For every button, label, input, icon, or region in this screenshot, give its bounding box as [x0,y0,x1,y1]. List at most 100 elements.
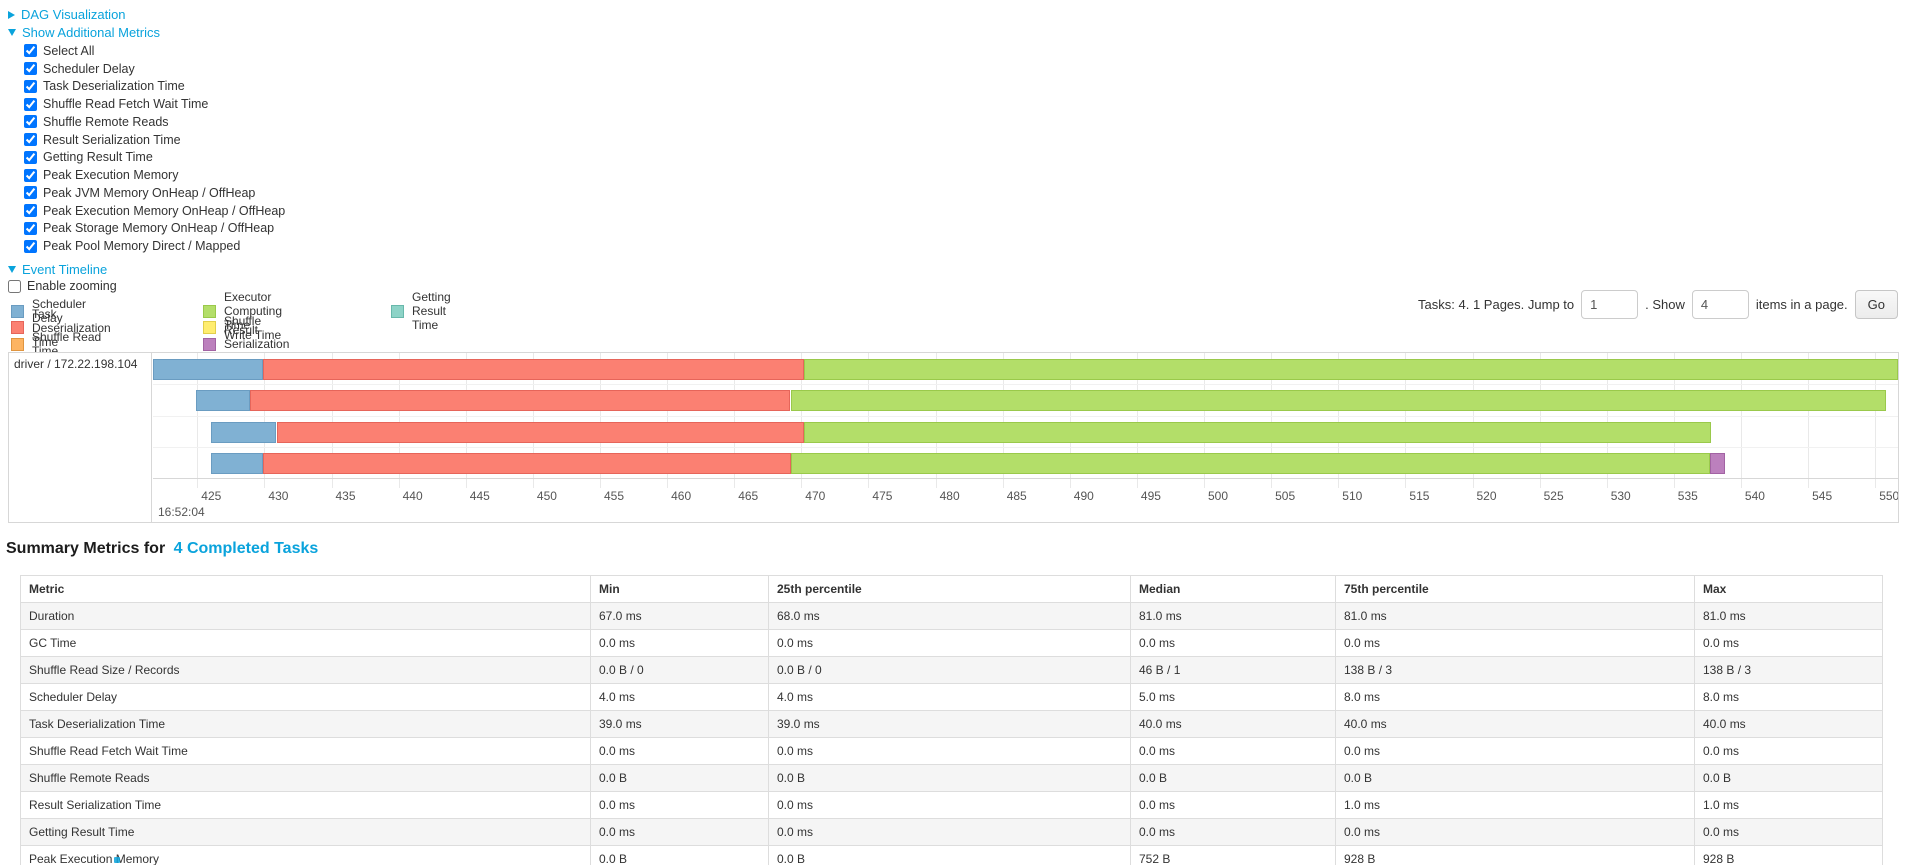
axis-tick-label: 430 [268,489,289,503]
legend-label: Shuffle Write Time [224,313,282,342]
getting-result-swatch-icon [391,304,404,318]
task-bar-executor-computing[interactable] [804,421,1712,443]
axis-tick [1606,479,1608,488]
metric-checkbox[interactable] [24,204,37,218]
legend-label: Executor Computing Time [224,290,283,333]
dag-visualization-link[interactable]: DAG Visualization [21,7,126,22]
metric-value-cell: 0.0 ms [1694,818,1883,846]
metric-value-cell: 1.0 ms [1694,791,1883,819]
metric-checkbox[interactable] [24,239,37,253]
enable-zooming-checkbox[interactable] [8,279,21,293]
shuffle-write-swatch-icon [203,321,216,335]
metric-value-cell: 0.0 ms [590,737,769,765]
items-per-page-input[interactable] [1691,290,1749,319]
task-bar-task-deserialization[interactable] [249,390,791,412]
task-bar-scheduler-delay[interactable] [210,452,263,474]
show-additional-metrics-toggle[interactable]: Show Additional Metrics [8,25,160,40]
metric-name-cell: Shuffle Read Fetch Wait Time [20,737,591,765]
result-serialization-swatch-icon [203,337,216,351]
metric-checkbox[interactable] [24,168,37,182]
metric-checkbox-item[interactable]: Peak Pool Memory Direct / Mapped [24,237,285,255]
metric-checkbox[interactable] [24,97,37,111]
axis-tick [197,479,199,488]
metric-value-cell: 0.0 ms [1335,629,1695,657]
axis-tick [1875,479,1877,488]
axis-tick-label: 465 [738,489,759,503]
go-button[interactable]: Go [1854,290,1898,319]
metric-value-cell: 928 B [1694,845,1883,865]
legend-column-3: Getting Result Time [391,290,451,332]
task-bar-task-deserialization[interactable] [263,452,791,474]
task-bar-task-deserialization[interactable] [263,359,804,380]
legend-item: Getting Result Time [391,290,451,332]
dag-visualization-toggle[interactable]: DAG Visualization [8,7,126,22]
metric-checkbox-item[interactable]: Peak Execution Memory OnHeap / OffHeap [24,202,285,220]
metric-checkbox[interactable] [24,62,37,76]
axis-tick-label: 440 [402,489,423,503]
metric-checkbox[interactable] [24,186,37,200]
metric-value-cell: 39.0 ms [590,710,769,738]
legend-column-2: Executor Computing Time Shuffle Write Tim… [203,290,289,365]
event-timeline-toggle[interactable]: Event Timeline [8,262,107,277]
table-row: Result Serialization Time 0.0 ms 0.0 ms 0.0… [20,791,1883,819]
task-bar-executor-computing[interactable] [790,390,1886,412]
task-bar-scheduler-delay[interactable] [210,421,277,443]
metric-value-cell: 0.0 ms [1335,818,1695,846]
metric-checkbox[interactable] [24,133,37,147]
axis-tick-label: 475 [872,489,893,503]
row-separator [153,446,1898,448]
metric-value-cell: 67.0 ms [590,602,769,630]
metric-checkbox-item[interactable]: Getting Result Time [24,149,285,167]
metric-checkbox-item[interactable]: Scheduler Delay [24,60,285,78]
task-bar-scheduler-delay[interactable] [153,359,264,380]
row-separator [153,415,1898,417]
metric-checkbox[interactable] [24,221,37,235]
items-per-page-text: items in a page. [1755,297,1848,312]
metric-value-cell: 0.0 B / 0 [590,656,769,684]
metric-checkbox-item[interactable]: Result Serialization Time [24,131,285,149]
metric-value-cell: 0.0 ms [1694,629,1883,657]
event-timeline-link[interactable]: Event Timeline [22,262,108,277]
jump-to-page-input[interactable] [1581,290,1639,319]
table-row: Scheduler Delay 4.0 ms 4.0 ms 5.0 ms 8.0 ms 8… [20,683,1883,711]
metric-checkbox[interactable] [24,150,37,164]
metric-checkbox-item[interactable]: Peak JVM Memory OnHeap / OffHeap [24,184,285,202]
metric-checkbox[interactable] [24,79,37,93]
metric-value-cell: 5.0 ms [1130,683,1336,711]
metric-value-cell: 0.0 B [768,845,1131,865]
enable-zooming-option[interactable]: Enable zooming [8,279,117,293]
task-bar-scheduler-delay[interactable] [196,390,250,412]
metric-checkbox-item[interactable]: Task Deserialization Time [24,78,285,96]
task-bar-result-serialization[interactable] [1710,452,1725,474]
axis-tick-label: 450 [536,489,557,503]
metric-checkbox-item[interactable]: Shuffle Remote Reads [24,113,285,131]
caret-right-icon [8,10,15,19]
metric-checkbox[interactable] [24,115,37,129]
axis-tick [600,479,601,488]
table-row: Shuffle Read Size / Records 0.0 B / 0 0.0 … [20,656,1883,684]
metric-checkbox-item[interactable]: Shuffle Read Fetch Wait Time [24,95,285,113]
task-bar-task-deserialization[interactable] [276,421,804,443]
table-row: Shuffle Read Fetch Wait Time 0.0 ms 0.0 ms… [20,737,1883,765]
task-bar-executor-computing[interactable] [804,359,1898,380]
axis-tick [1136,479,1138,488]
axis-tick-label: 520 [1476,489,1497,503]
task-bar-executor-computing[interactable] [790,452,1711,474]
metric-value-cell: 0.0 B [590,845,769,865]
metric-checkbox-item[interactable]: Select All [24,42,285,60]
axis-tick [532,479,534,488]
column-header: 75th percentile [1335,575,1695,603]
metric-value-cell: 0.0 ms [1130,629,1336,657]
show-additional-metrics-link[interactable]: Show Additional Metrics [22,25,161,40]
metric-checkbox-item[interactable]: Peak Execution Memory [24,166,285,184]
axis-tick [1740,479,1742,488]
metric-value-cell: 0.0 ms [590,791,769,819]
axis-tick-label: 525 [1543,489,1564,503]
scheduler-delay-swatch-icon [11,304,24,318]
metric-checkbox-item[interactable]: Peak Storage Memory OnHeap / OffHeap [24,220,285,238]
metric-checkbox[interactable] [24,44,37,58]
completed-tasks-link[interactable]: 4 Completed Tasks [173,540,319,557]
metric-checkbox-label: Peak JVM Memory OnHeap / OffHeap [43,185,256,200]
metric-value-cell: 0.0 B [1335,764,1695,792]
legend-label: Getting Result Time [412,290,451,333]
